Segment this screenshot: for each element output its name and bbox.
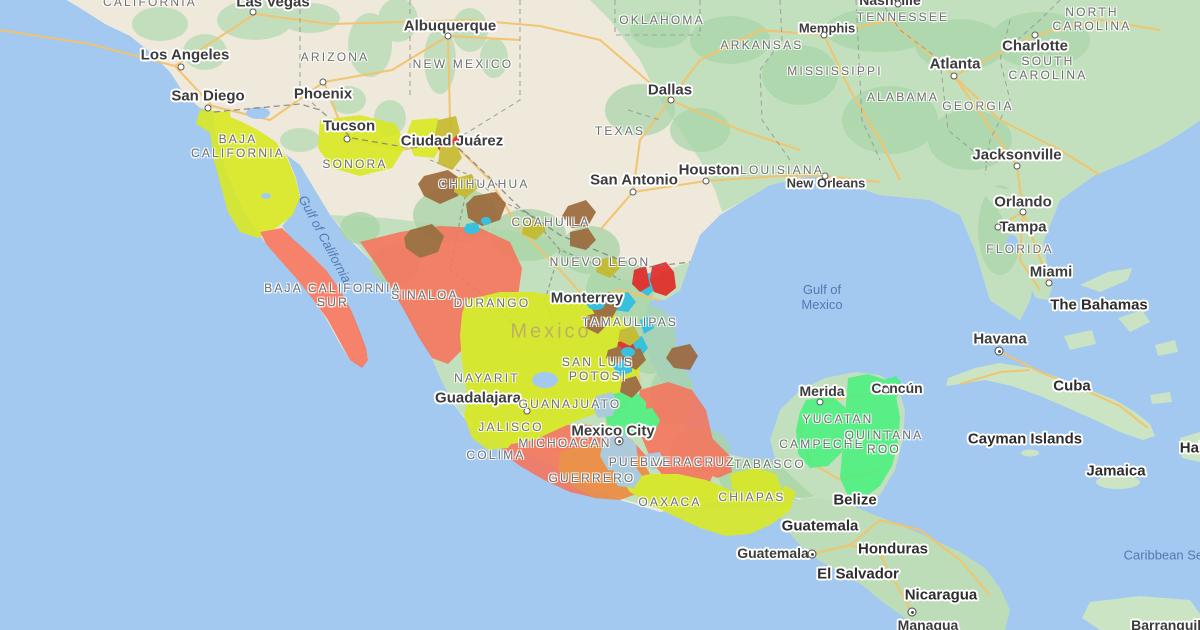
overlay-region-lightblue [592,392,618,418]
overlay-lake [464,217,635,357]
overlay-region-yellow [464,390,520,450]
city-marker-icon [667,96,675,104]
city-marker-icon [204,104,212,112]
international-border-us-mexico [213,103,691,269]
city-marker-icon [1019,208,1027,216]
overlay-region-green [796,396,848,468]
city-marker-icon [629,188,637,196]
overlay-region-brown [404,170,698,398]
overlay-region-green [840,374,900,498]
city-marker-icon [1045,279,1053,287]
landmass-cuba [946,363,1155,440]
overlay-region-yellow [196,110,232,134]
overlay-region-yellow [406,118,446,158]
overlay-region-olive [434,116,640,346]
landmass-central-america [778,498,1010,630]
landmass-florida [985,185,1052,300]
overlay-region-salmon [260,228,368,368]
forest-patches-east [605,8,1090,275]
city-marker-icon [994,223,1002,231]
overlay-region-yellow [210,112,300,238]
overlay-region-yellow [318,115,406,176]
capital-marker-icon [907,607,917,617]
city-marker-icon [702,177,710,185]
city-marker-icon [177,63,185,71]
overlay-region-yellow [622,474,796,536]
inland-lakes [246,107,1018,388]
capital-marker-icon [614,436,624,446]
forest-patches-west [132,0,508,152]
overlay-region-lightblue [612,464,642,488]
overlay-region-red [632,266,650,292]
city-marker-icon [950,72,958,80]
capital-marker-icon [994,346,1004,356]
capital-marker-icon [807,549,817,559]
state-borders [299,0,1061,176]
overlay-region-red [650,262,676,296]
city-marker-icon [1031,31,1039,39]
caribbean-islands [1021,268,1200,630]
landmass-eastern-us-vegetation [590,0,1200,320]
city-marker-icon [523,407,531,415]
city-marker-icon [1013,162,1021,170]
overlay-region-green [632,408,660,436]
city-marker-icon [894,0,902,8]
city-marker-icon [319,78,327,86]
overlay-region-lightblue [644,452,664,470]
drought-overlay-layer [196,110,904,536]
city-marker-icon [343,135,351,143]
city-marker-icon [249,8,257,16]
overlay-region-salmon [360,226,522,364]
overlay-region-lightblue [600,434,638,472]
city-marker-icon [816,398,824,406]
overlay-region-salmon [638,408,732,478]
overlay-region-yellow [730,468,782,500]
overlay-region-cyan [640,316,654,334]
city-marker-icon [882,386,890,394]
city-marker-icon [444,32,452,40]
city-marker-icon [821,172,829,180]
city-marker-icon [820,31,828,39]
